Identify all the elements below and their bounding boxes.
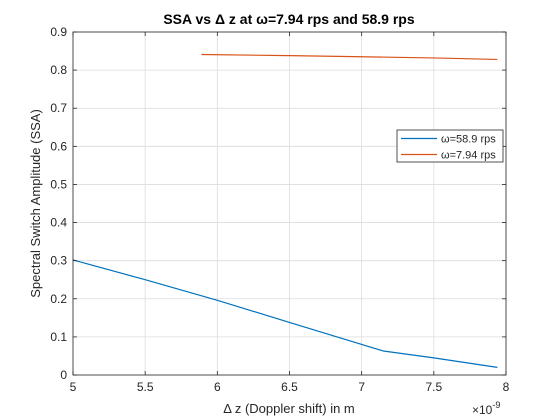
y-tick-label: 0.6 xyxy=(50,139,67,153)
y-tick-label: 0.8 xyxy=(50,63,67,77)
x-axis-multiplier-base: ×10 xyxy=(472,403,493,417)
y-tick-label: 0.4 xyxy=(50,216,67,230)
legend: ω=58.9 rps ω=7.94 rps xyxy=(396,129,504,163)
y-tick-label: 0.3 xyxy=(50,254,67,268)
y-tick-label: 0 xyxy=(60,368,67,382)
series-layer xyxy=(72,53,498,368)
legend-label-series-2: ω=7.94 rps xyxy=(441,150,496,162)
x-axis-label: Δ z (Doppler shift) in m xyxy=(223,401,355,416)
x-tick-label: 6 xyxy=(214,380,221,394)
chart-title: SSA vs Δ z at ω=7.94 rps and 58.9 rps xyxy=(163,11,415,27)
x-axis-multiplier-exponent: -9 xyxy=(492,400,500,410)
legend-box xyxy=(396,129,504,163)
legend-label-series-1: ω=58.9 rps xyxy=(441,134,496,146)
y-tick-label: 0.1 xyxy=(50,330,67,344)
y-tick-label: 0.7 xyxy=(50,101,67,115)
tick-labels: 5 5.5 6 6.5 7 7.5 8 0 0.1 0.2 0.3 0.4 0.5 0.6 0.7 0.8 0.… xyxy=(50,25,509,394)
x-tick-label: 5 xyxy=(70,380,77,394)
ticks xyxy=(72,31,507,376)
y-axis-label: Spectral Switch Amplitude (SSA) xyxy=(28,109,43,298)
x-tick-label: 7 xyxy=(358,380,365,394)
x-tick-label: 6.5 xyxy=(281,380,298,394)
x-tick-label: 5.5 xyxy=(137,380,154,394)
x-tick-label: 7.5 xyxy=(425,380,442,394)
x-axis-multiplier: ×10-9 xyxy=(472,400,500,417)
series-line-2 xyxy=(201,53,498,61)
y-tick-label: 0.2 xyxy=(50,292,67,306)
y-tick-label: 0.5 xyxy=(50,177,67,191)
x-tick-label: 8 xyxy=(503,380,510,394)
series-line-1 xyxy=(72,259,498,368)
y-tick-label: 0.9 xyxy=(50,25,67,39)
